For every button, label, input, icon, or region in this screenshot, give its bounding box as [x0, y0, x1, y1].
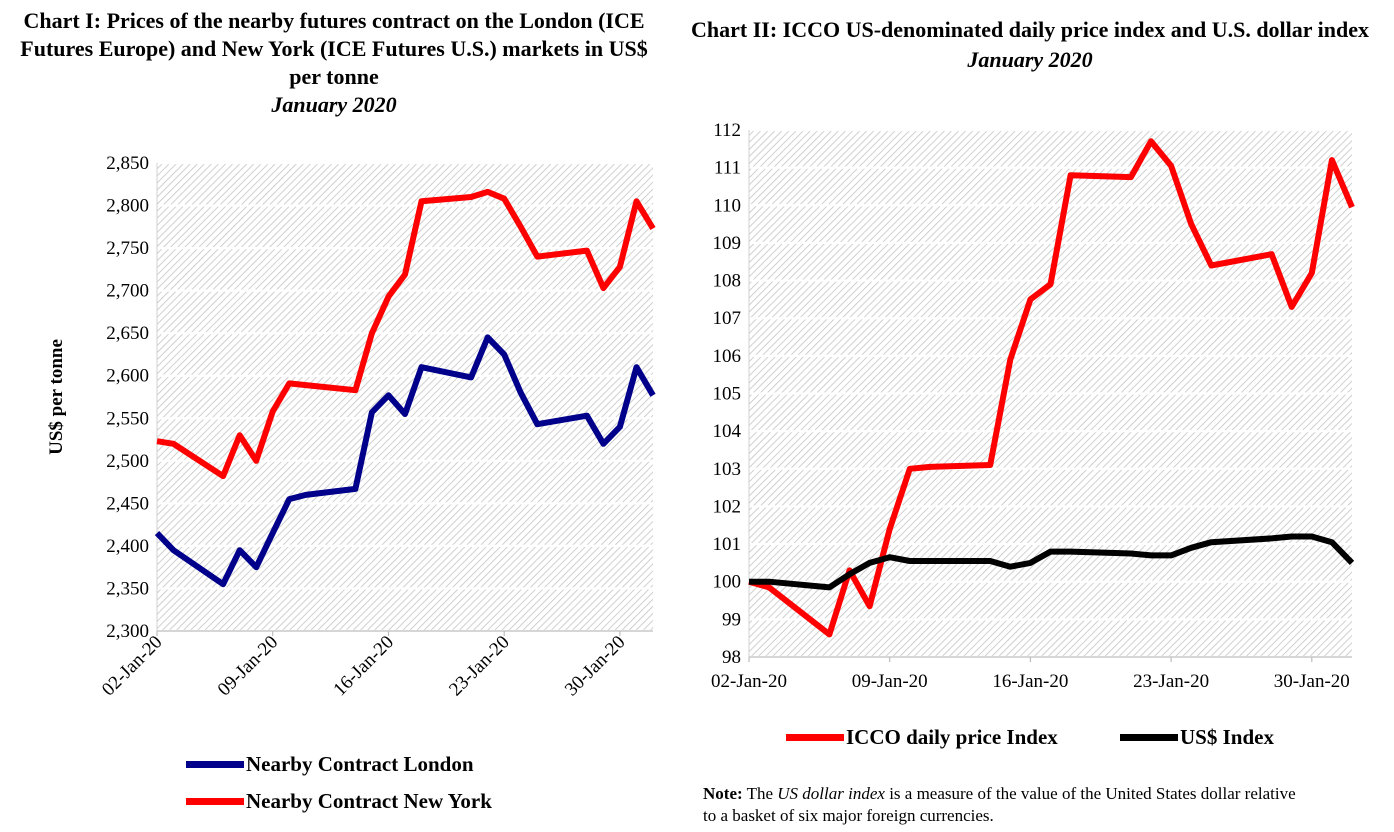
series-line-1	[748, 138, 1355, 638]
note: Note: The US dollar index is a measure o…	[703, 783, 1303, 827]
y-tick-label: 110	[713, 195, 741, 216]
series-line-2	[156, 188, 656, 480]
chart2-subtitle: January 2020	[967, 47, 1093, 72]
y-tick-label: 2,500	[106, 451, 149, 472]
y-tick-label: 106	[713, 346, 742, 367]
y-tick-label: 2,750	[106, 238, 149, 259]
y-tick-label: 111	[714, 158, 741, 179]
y-tick-label: 107	[713, 308, 742, 329]
chart1-subtitle: January 2020	[271, 92, 397, 117]
legend-swatch-london	[186, 761, 244, 768]
y-tick-label: 109	[713, 233, 742, 254]
y-tick-label: 2,300	[106, 621, 149, 642]
y-tick-label: 2,800	[106, 196, 149, 217]
chart1: 2,300 2,350 2,400 2,450 2,500 2,550 2,600 2,650…	[46, 153, 656, 701]
y-tick-label: 103	[713, 459, 742, 480]
y-axis-label: US$ per tonne	[46, 339, 67, 455]
x-tick-label: 16-Jan-20	[329, 632, 398, 701]
chart2-title: Chart II: ICCO US-denominated daily pric…	[690, 17, 1369, 42]
y-tick-label: 100	[713, 572, 742, 593]
chart1-legend-london: Nearby Contract London	[186, 752, 474, 777]
legend-label-icco: ICCO daily price Index	[846, 725, 1058, 749]
legend-label-newyork: Nearby Contract New York	[246, 789, 492, 813]
legend-swatch-icco	[786, 734, 844, 741]
y-tick-label: 98	[722, 647, 741, 668]
legend-swatch-usd	[1120, 734, 1178, 741]
note-text-pre: The	[742, 784, 778, 803]
x-tick-label: 23-Jan-20	[445, 632, 514, 701]
chart2: 98 99 100 101 102 103 104 105 106 107 108 109 110 111…	[711, 120, 1355, 692]
y-tick-label: 102	[713, 496, 742, 517]
note-italic: US dollar index	[777, 784, 885, 803]
y-tick-label: 2,450	[106, 493, 149, 514]
y-tick-label: 112	[713, 120, 741, 141]
series-line-1	[154, 334, 656, 588]
legend-label-london: Nearby Contract London	[246, 752, 474, 776]
chart2-title-block: Chart II: ICCO US-denominated daily pric…	[690, 16, 1370, 74]
x-tick-label: 09-Jan-20	[852, 671, 928, 692]
x-tick-label: 30-Jan-20	[561, 632, 630, 701]
y-tick-label: 2,700	[106, 281, 149, 302]
y-tick-label: 2,550	[106, 408, 149, 429]
x-tick-label: 23-Jan-20	[1133, 671, 1209, 692]
legend-swatch-newyork	[186, 798, 244, 805]
chart2-legend-icco: ICCO daily price Index	[786, 725, 1058, 750]
chart1-title-block: Chart I: Prices of the nearby futures co…	[14, 7, 654, 119]
series-line-2	[749, 533, 1355, 591]
y-tick-label: 104	[713, 421, 742, 442]
y-tick-label: 99	[722, 609, 741, 630]
note-label: Note:	[703, 784, 743, 803]
chart2-legend-usd: US$ Index	[1120, 725, 1274, 750]
note-text-post: is a measure of the value of the United …	[703, 784, 1296, 825]
y-tick-label: 2,350	[106, 578, 149, 599]
x-tick-label: 16-Jan-20	[992, 671, 1068, 692]
x-tick-label: 09-Jan-20	[214, 632, 283, 701]
chart1-title: Chart I: Prices of the nearby futures co…	[20, 8, 648, 89]
y-tick-label: 2,650	[106, 323, 149, 344]
y-tick-label: 108	[713, 271, 742, 292]
y-tick-label: 2,600	[106, 366, 149, 387]
y-tick-label: 2,400	[106, 536, 149, 557]
y-tick-label: 101	[713, 534, 742, 555]
legend-label-usd: US$ Index	[1180, 725, 1274, 749]
chart1-legend-newyork: Nearby Contract New York	[186, 789, 492, 814]
y-tick-label: 105	[713, 384, 742, 405]
x-tick-label: 02-Jan-20	[711, 671, 787, 692]
y-tick-label: 2,850	[106, 153, 149, 174]
x-tick-label: 30-Jan-20	[1274, 671, 1350, 692]
